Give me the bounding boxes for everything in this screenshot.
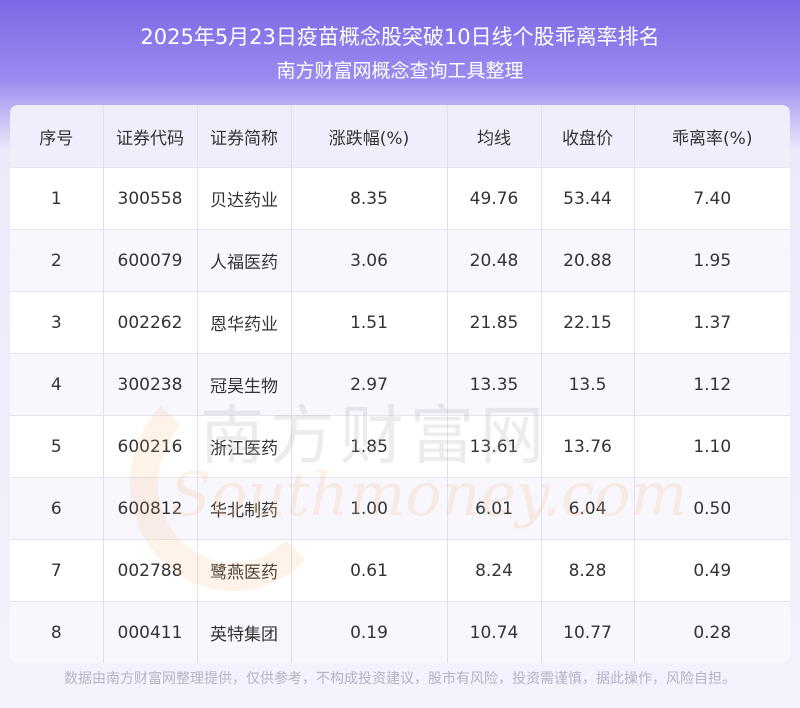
table-cell: 1.95: [634, 229, 790, 292]
table-cell: 6.01: [447, 477, 542, 540]
table-cell: 3: [10, 291, 104, 354]
table-cell: 贝达药业: [197, 167, 292, 230]
table-cell: 0.28: [634, 601, 790, 663]
table-cell: 7: [10, 539, 104, 602]
ranking-table: 序号 证券代码 证券简称 涨跌幅(%) 均线 收盘价 乖离率(%) 1 300558 贝达药业 8…: [10, 105, 790, 663]
table-cell: 5: [10, 415, 104, 478]
table-cell: 冠昊生物: [197, 353, 292, 416]
table-cell: 8.24: [447, 539, 542, 602]
table-cell: 恩华药业: [197, 291, 292, 354]
table-cell: 600812: [103, 477, 198, 540]
table-cell: 600216: [103, 415, 198, 478]
table-row: 2 600079 人福医药 3.06 20.48 20.88 1.95: [10, 229, 790, 292]
table-row: 5 600216 浙江医药 1.85 13.61 13.76 1.10: [10, 415, 790, 478]
table-cell: 300238: [103, 353, 198, 416]
table-cell: 1.12: [634, 353, 790, 416]
table-cell: 002262: [103, 291, 198, 354]
table-cell: 2.97: [291, 353, 448, 416]
table-cell: 13.76: [541, 415, 635, 478]
table-cell: 6: [10, 477, 104, 540]
table-cell: 13.5: [541, 353, 635, 416]
table-cell: 4: [10, 353, 104, 416]
table-cell: 6.04: [541, 477, 635, 540]
column-header: 涨跌幅(%): [291, 105, 448, 168]
column-header: 证券代码: [103, 105, 198, 168]
table-cell: 1.51: [291, 291, 448, 354]
disclaimer: 数据由南方财富网整理提供，仅供参考，不构成投资建议，股市有风险，投资需谨慎，据此…: [64, 671, 736, 687]
table-cell: 0.61: [291, 539, 448, 602]
table-cell: 49.76: [447, 167, 542, 230]
table-cell: 1.85: [291, 415, 448, 478]
table-body: 1 300558 贝达药业 8.35 49.76 53.44 7.40 2 600079 人福医药…: [10, 167, 790, 663]
table-cell: 8: [10, 601, 104, 663]
table-cell: 0.49: [634, 539, 790, 602]
table-cell: 0.50: [634, 477, 790, 540]
table-cell: 13.35: [447, 353, 542, 416]
table-cell: 7.40: [634, 167, 790, 230]
column-header: 收盘价: [541, 105, 635, 168]
table-cell: 2: [10, 229, 104, 292]
table-cell: 002788: [103, 539, 198, 602]
table-cell: 英特集团: [197, 601, 292, 663]
table-row: 8 000411 英特集团 0.19 10.74 10.77 0.28: [10, 601, 790, 663]
column-header: 序号: [10, 105, 104, 168]
table-cell: 10.74: [447, 601, 542, 663]
table-cell: 8.35: [291, 167, 448, 230]
table-cell: 300558: [103, 167, 198, 230]
table-cell: 53.44: [541, 167, 635, 230]
table-cell: 人福医药: [197, 229, 292, 292]
table-cell: 3.06: [291, 229, 448, 292]
table-cell: 600079: [103, 229, 198, 292]
table-cell: 1.00: [291, 477, 448, 540]
column-header: 乖离率(%): [634, 105, 790, 168]
table-cell: 10.77: [541, 601, 635, 663]
table-cell: 1.10: [634, 415, 790, 478]
table-cell: 鹭燕医药: [197, 539, 292, 602]
table-cell: 1.37: [634, 291, 790, 354]
table-cell: 1: [10, 167, 104, 230]
table-cell: 浙江医药: [197, 415, 292, 478]
column-header: 均线: [447, 105, 542, 168]
table-cell: 22.15: [541, 291, 635, 354]
table-row: 4 300238 冠昊生物 2.97 13.35 13.5 1.12: [10, 353, 790, 416]
table-cell: 8.28: [541, 539, 635, 602]
page-title: 2025年5月23日疫苗概念股突破10日线个股乖离率排名: [140, 25, 660, 49]
table-cell: 0.19: [291, 601, 448, 663]
table-row: 1 300558 贝达药业 8.35 49.76 53.44 7.40: [10, 167, 790, 230]
table-row: 7 002788 鹭燕医药 0.61 8.24 8.28 0.49: [10, 539, 790, 602]
table-cell: 华北制药: [197, 477, 292, 540]
table-cell: 000411: [103, 601, 198, 663]
table-header-row: 序号 证券代码 证券简称 涨跌幅(%) 均线 收盘价 乖离率(%): [10, 105, 790, 168]
table-cell: 13.61: [447, 415, 542, 478]
table-cell: 21.85: [447, 291, 542, 354]
page-subtitle: 南方财富网概念查询工具整理: [276, 60, 524, 82]
table-row: 3 002262 恩华药业 1.51 21.85 22.15 1.37: [10, 291, 790, 354]
table-cell: 20.48: [447, 229, 542, 292]
column-header: 证券简称: [197, 105, 292, 168]
table-card: 序号 证券代码 证券简称 涨跌幅(%) 均线 收盘价 乖离率(%) 1 300558 贝达药业 8…: [10, 105, 790, 663]
header: 2025年5月23日疫苗概念股突破10日线个股乖离率排名 南方财富网概念查询工具…: [0, 0, 800, 110]
table-cell: 20.88: [541, 229, 635, 292]
table-row: 6 600812 华北制药 1.00 6.01 6.04 0.50: [10, 477, 790, 540]
